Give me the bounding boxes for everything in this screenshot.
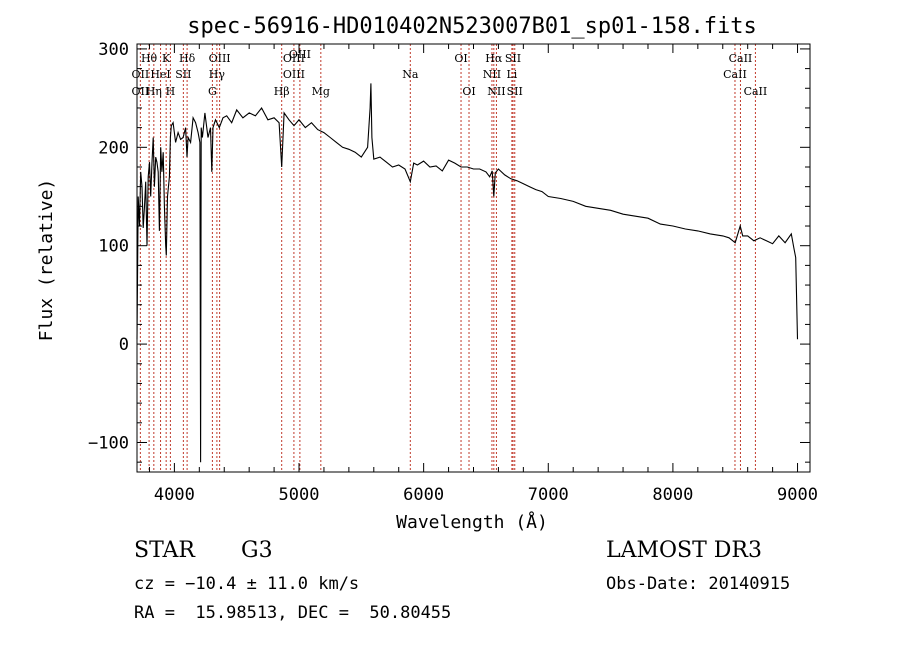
line-label: Na <box>402 68 419 81</box>
y-tick-label: 0 <box>119 335 129 355</box>
line-label: NII <box>487 85 505 98</box>
obs-date-readout: Obs-Date: 20140915 <box>606 574 791 594</box>
x-tick-label: 7000 <box>528 485 569 505</box>
line-label: SII <box>507 85 523 98</box>
line-label: Hδ <box>179 52 196 65</box>
line-label: OIII <box>283 52 305 65</box>
axis-ticks: 4000 5000 6000 7000 8000 9000 −100 0 100 200 300 <box>88 40 818 505</box>
x-tick-label: 8000 <box>652 485 693 505</box>
x-tick-label: 9000 <box>777 485 818 505</box>
line-label: K <box>162 52 171 65</box>
line-label: OIII <box>283 68 305 81</box>
line-label: CaII <box>729 52 753 65</box>
x-axis-label: Wavelength (Å) <box>396 511 548 533</box>
line-label: OI <box>462 85 475 98</box>
line-label: G <box>208 85 217 98</box>
line-label: Hη <box>146 85 162 98</box>
line-label: SII <box>505 52 521 65</box>
line-label: OII <box>132 68 150 81</box>
line-label: SII <box>175 68 191 81</box>
y-tick-label: −100 <box>88 433 129 453</box>
y-tick-label: 300 <box>98 40 129 60</box>
line-label: OI <box>454 52 467 65</box>
coords-readout: RA = 15.98513, DEC = 50.80455 <box>134 603 452 623</box>
line-label: Hγ <box>209 68 226 81</box>
line-label: Li <box>506 68 517 81</box>
line-label: Hα <box>485 52 503 65</box>
x-tick-label: 6000 <box>403 485 444 505</box>
line-label: OIII <box>209 52 231 65</box>
line-markers <box>139 44 756 472</box>
line-label: Hβ <box>274 85 290 98</box>
chart-title: spec-56916-HD010402N523007B01_sp01-158.f… <box>187 14 757 39</box>
spectrum-line <box>136 83 799 463</box>
survey-name: LAMOST DR3 <box>606 538 762 563</box>
line-label: HeI <box>150 68 170 81</box>
line-label: Mg <box>312 85 330 98</box>
y-tick-label: 100 <box>98 237 129 257</box>
plot-frame <box>136 43 811 473</box>
line-label: H <box>166 85 176 98</box>
line-label: CaII <box>744 85 768 98</box>
line-label: OIII <box>289 48 311 61</box>
redshift-readout: cz = −10.4 ± 11.0 km/s <box>134 574 360 594</box>
line-label: NII <box>483 68 501 81</box>
y-tick-label: 200 <box>98 138 129 158</box>
object-class: STAR <box>134 538 195 563</box>
line-label: CaII <box>723 68 747 81</box>
y-axis-label: Flux (relative) <box>36 179 57 342</box>
x-tick-label: 4000 <box>154 485 195 505</box>
x-tick-label: 5000 <box>279 485 320 505</box>
object-subclass: G3 <box>241 538 273 563</box>
line-label: OII <box>132 85 150 98</box>
line-label: Hθ <box>141 52 158 65</box>
